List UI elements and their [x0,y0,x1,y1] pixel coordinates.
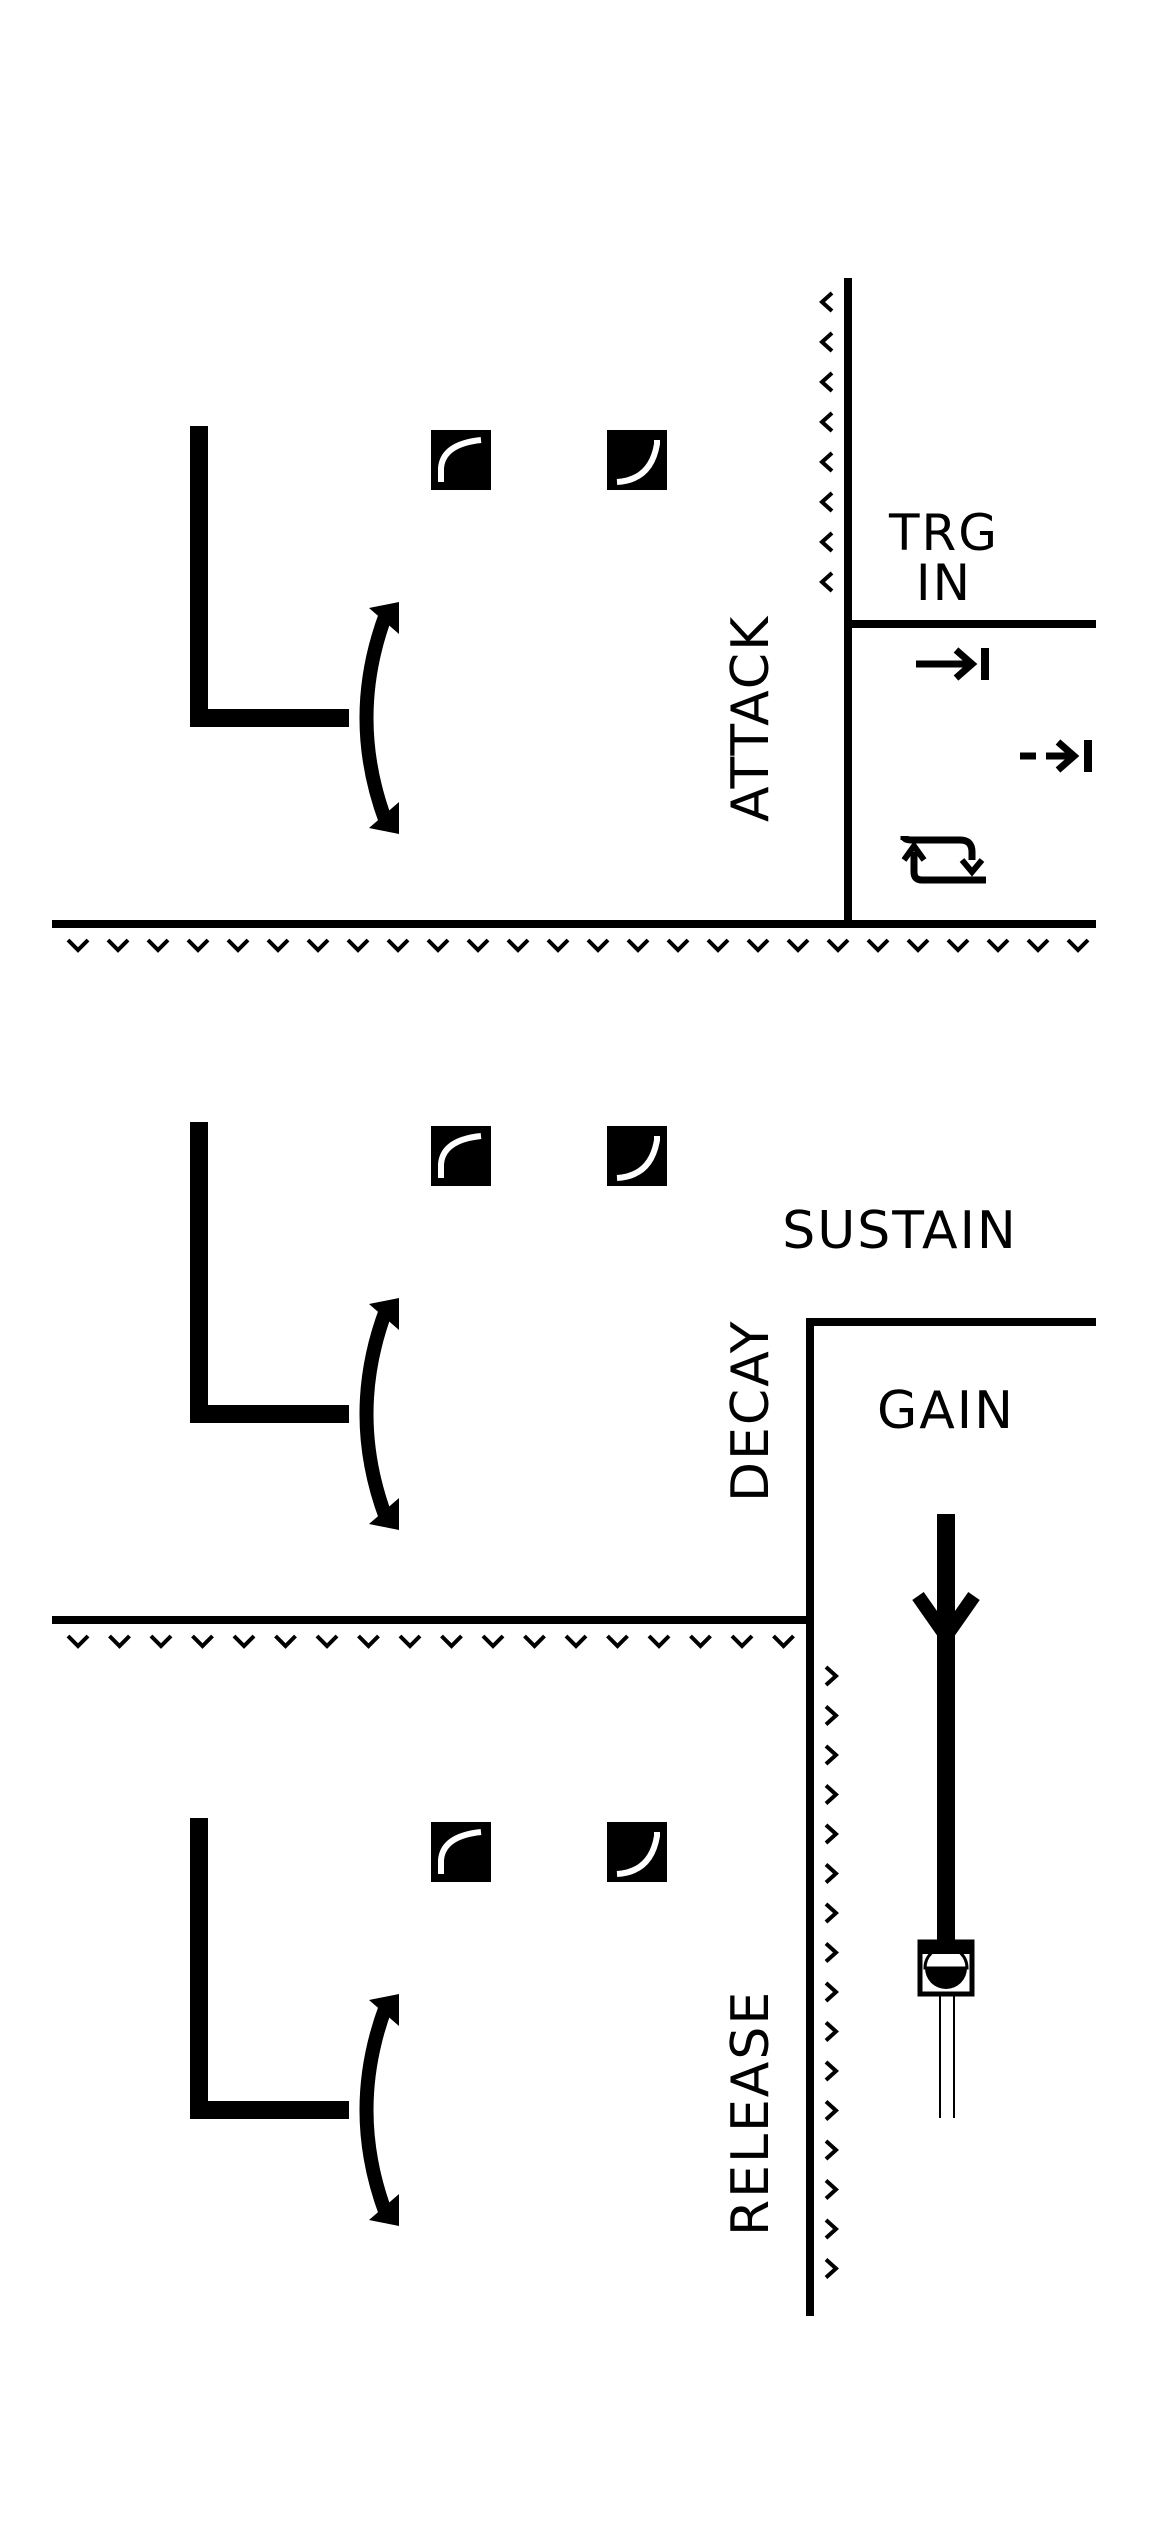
chevron-tick [66,1634,90,1648]
chevron-tick [1026,938,1050,952]
chevron-tick [824,2257,838,2280]
attack-chevrons [820,291,834,593]
chevron-tick [481,1634,505,1648]
chevron-tick [771,1634,796,1648]
chevron-tick [906,938,930,952]
chevron-tick [986,938,1010,952]
release-section: RELEASE [199,1620,838,2316]
chevron-tick [522,1634,547,1648]
decay-label: DECAY [721,1319,781,1502]
chevron-tick [647,1634,671,1648]
release-curve-logarithmic-icon[interactable] [607,1822,667,1882]
chevron-tick [232,1634,256,1648]
decay-knob[interactable] [199,1122,399,1530]
attack-curve-logarithmic-icon[interactable] [607,430,667,490]
chevron-tick [866,938,890,952]
chevron-tick [746,938,770,952]
chevron-tick [564,1634,588,1648]
attack-section: ATTACK TRG IN [52,278,1096,952]
chevron-tick [730,1634,754,1648]
chevron-tick [106,938,130,952]
chevron-tick [605,1634,630,1648]
chevron-tick [506,938,530,952]
chevron-tick [688,1634,713,1648]
trigger-dashed-icon[interactable] [1020,739,1092,773]
release-curve-exponential-icon[interactable] [431,1822,491,1882]
chevron-tick [666,938,690,952]
chevron-tick [273,1634,298,1648]
chevron-tick [824,1783,838,1806]
chevron-tick [107,1634,132,1648]
chevron-tick [439,1634,464,1648]
chevron-tick [786,938,810,952]
gain-slider-handle[interactable] [917,1939,975,1997]
trg-in-label-line2: IN [916,554,972,612]
attack-curve-exponential-icon[interactable] [431,430,491,490]
trigger-gate-icon[interactable] [916,647,989,681]
release-chevrons [824,1665,838,2280]
decay-curve-logarithmic-icon[interactable] [607,1126,667,1186]
chevron-tick [426,938,450,952]
chevron-tick [190,1634,215,1648]
attack-knob[interactable] [199,426,399,834]
chevron-tick [824,2099,838,2122]
chevron-tick [386,938,410,952]
chevron-tick [824,2020,838,2043]
gain-label: GAIN [877,1381,1015,1441]
gain-slider-arrow-icon [912,1591,980,1649]
chevron-tick [824,2139,838,2161]
chevron-tick [266,938,290,952]
sustain-divider [806,1318,1096,1620]
chevron-tick [824,1981,838,2003]
chevron-tick [824,1744,838,1766]
chevron-tick [466,938,490,952]
chevron-tick [824,1665,838,1687]
chevron-tick [356,1634,381,1648]
chevron-tick [824,1862,838,1885]
chevron-tick [824,2218,838,2240]
chevron-tick [546,938,570,952]
chevron-tick [586,938,610,952]
trg-in-label-line1: TRG [888,504,999,562]
decay-curve-exponential-icon[interactable] [431,1126,491,1186]
chevron-tick [306,938,330,952]
chevron-tick [824,1704,838,1727]
chevron-tick [626,938,650,952]
chevron-tick [398,1634,422,1648]
decay-bottom-chevrons [66,1634,796,1648]
chevron-tick [346,938,370,952]
chevron-tick [824,2060,838,2082]
attack-label: ATTACK [721,615,781,822]
decay-section: DECAY SUSTAIN GAIN [52,1122,1096,1648]
chevron-tick [315,1634,339,1648]
chevron-tick [226,938,250,952]
chevron-tick [706,938,730,952]
chevron-tick [1066,938,1090,952]
gain-slider[interactable] [912,1514,980,2118]
chevron-tick [824,1941,838,1964]
chevron-tick [824,2178,838,2201]
trigger-loop-icon[interactable] [900,835,986,884]
chevron-tick [946,938,970,952]
chevron-tick [186,938,210,952]
release-label: RELEASE [721,1990,781,2236]
chevron-tick [66,938,90,952]
chevron-tick [146,938,170,952]
sustain-label: SUSTAIN [782,1201,1018,1261]
attack-bottom-chevrons [66,938,1090,952]
release-knob[interactable] [199,1818,399,2226]
chevron-tick [824,1823,838,1845]
chevron-tick [826,938,850,952]
chevron-tick [824,1902,838,1924]
chevron-tick [149,1634,173,1648]
